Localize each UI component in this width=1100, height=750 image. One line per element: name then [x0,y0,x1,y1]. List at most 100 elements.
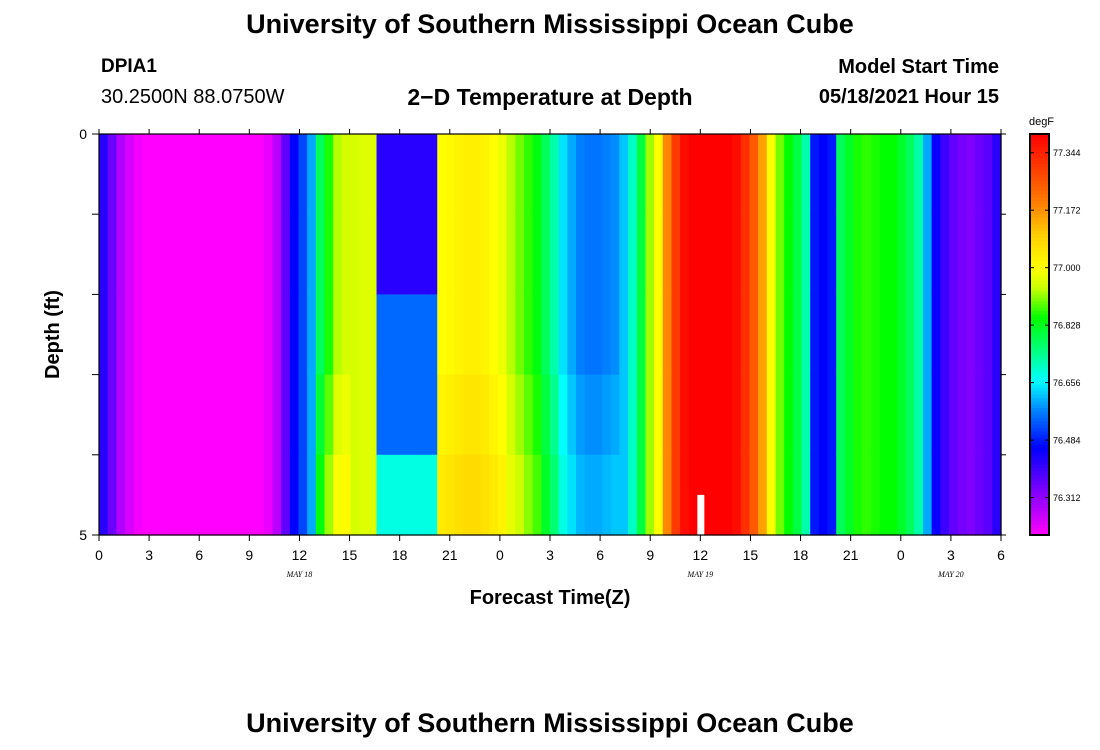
heatmap-cell [723,374,733,456]
colorbar-tick-label: 77.344 [1053,148,1081,158]
colorbar-segment [1030,237,1049,242]
heatmap-cell [853,374,863,456]
heatmap-cell [680,294,690,376]
colorbar-tick-label: 77.000 [1053,263,1081,273]
heatmap-cell [888,454,898,536]
heatmap-cell [723,454,733,536]
heatmap-cell [827,294,837,376]
colorbar-segment [1030,150,1049,155]
heatmap-cell [914,134,924,215]
colorbar-segment [1030,184,1049,189]
heatmap-cell [645,374,655,456]
heatmap-cell [142,374,152,456]
heatmap-cell [151,454,161,536]
heatmap-cell [263,374,274,456]
heatmap-cell [688,134,699,215]
heatmap-cell [749,294,759,376]
colorbar-segment [1030,471,1049,476]
x-tick-label: 6 [596,547,604,563]
heatmap-cell [324,134,334,215]
heatmap-cell [957,294,967,376]
heatmap-cell [255,454,265,536]
heatmap-cell [680,214,690,295]
heatmap-cell [879,294,889,376]
colorbar-segment [1030,364,1049,369]
heatmap-cell [645,134,655,215]
heatmap-cell [732,294,742,376]
heatmap-cell [107,214,117,295]
colorbar-segment [1030,327,1049,332]
heatmap-cell [706,134,716,215]
heatmap-cell [766,294,777,376]
colorbar-segment [1030,414,1049,419]
heatmap-cell [957,134,967,215]
heatmap-cell [263,454,274,536]
heatmap-cell [281,374,291,456]
heatmap-cell [810,134,820,215]
heatmap-cell [281,134,291,215]
heatmap-cell [385,294,395,376]
chart-title: University of Southern Mississippi Ocean… [246,9,854,39]
colorbar-segment [1030,200,1049,205]
heatmap-cell [775,134,785,215]
heatmap-cell [255,374,265,456]
heatmap-cell [896,214,907,295]
colorbar-segment [1030,230,1049,235]
heatmap-cell [341,134,352,215]
heatmap-cell [567,134,577,215]
colorbar-segment [1030,441,1049,446]
heatmap-cell [940,454,950,536]
heatmap-cell [749,214,759,295]
heatmap-cell [333,134,343,215]
heatmap-cell [706,294,716,376]
heatmap-cell [662,294,673,376]
heatmap-cell [584,374,594,456]
heatmap-cell [836,134,846,215]
heatmap-cell [185,294,196,376]
date-label: MAY 20 [937,570,964,579]
heatmap-cell [497,134,508,215]
colorbar-segment [1030,461,1049,466]
colorbar-segment [1030,274,1049,279]
heatmap-cell [489,454,499,536]
heatmap-cell [203,374,213,456]
heatmap-cell [758,294,768,376]
colorbar: 77.344 77.172 77.000 76.828 76.656 76.484 76.3… [1029,116,1081,536]
heatmap-cell [766,374,777,456]
heatmap-cell [914,214,924,295]
colorbar-segment [1030,351,1049,356]
heatmap-cell [246,454,256,536]
colorbar-segment [1030,174,1049,179]
heatmap-cell [350,294,360,376]
heatmap-cell [289,214,300,295]
colorbar-segment [1030,508,1049,513]
heatmap-cell [307,134,317,215]
heatmap-cell [792,374,803,456]
heatmap-cell [133,374,143,456]
heatmap-cell [619,134,629,215]
heatmap-cell [393,294,404,376]
heatmap-cell [723,134,733,215]
heatmap-cell [471,374,482,456]
colorbar-segment [1030,137,1049,142]
heatmap-cell [541,294,551,376]
x-tick-label: 3 [546,547,554,563]
heatmap-cell [211,454,222,536]
colorbar-tick-label: 76.656 [1053,378,1081,388]
heatmap-cell [688,214,699,295]
colorbar-segment [1030,494,1049,499]
heatmap-cell [263,134,274,215]
heatmap-cell [255,134,265,215]
heatmap-cell [142,294,152,376]
heatmap-cell [541,374,551,456]
colorbar-segment [1030,464,1049,469]
colorbar-segment [1030,474,1049,479]
heatmap-cell [281,454,291,536]
heatmap-cell [324,214,334,295]
heatmap-cell [853,454,863,536]
heatmap-cell [827,374,837,456]
heatmap-cell [393,454,404,536]
colorbar-segment [1030,331,1049,336]
heatmap-cell [940,294,950,376]
colorbar-segment [1030,214,1049,219]
